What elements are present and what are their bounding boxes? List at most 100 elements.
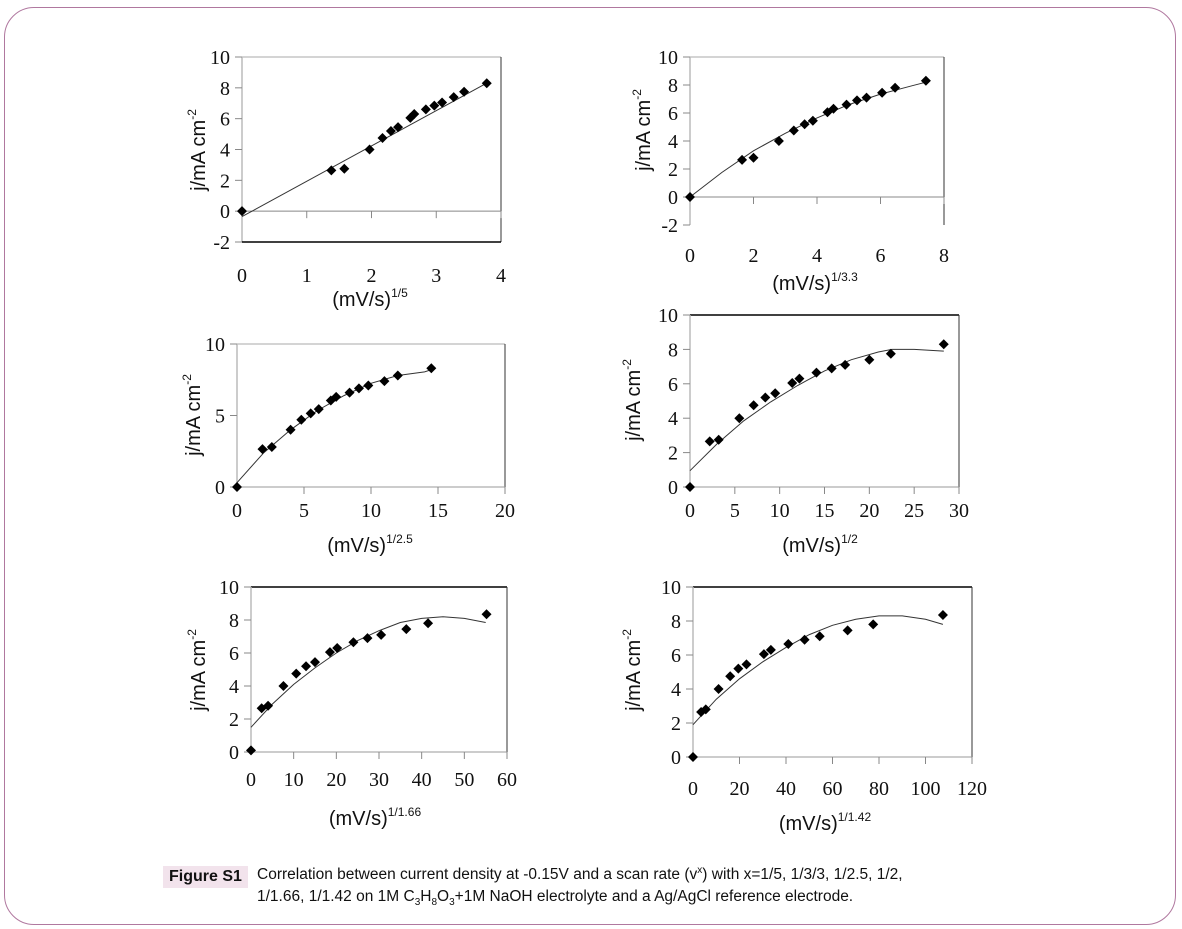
- y-tick-label: 4: [668, 408, 678, 430]
- x-tick-label: 60: [497, 769, 517, 791]
- y-axis-title: j/mA cm-2: [620, 359, 645, 442]
- y-axis-title-base: j/mA cm: [188, 120, 210, 192]
- data-point: [713, 434, 724, 445]
- y-axis-title-exponent: -2: [185, 629, 199, 640]
- data-point: [385, 126, 396, 136]
- data-point: [814, 631, 825, 642]
- data-point: [685, 192, 695, 202]
- y-tick-label: 10: [219, 577, 239, 599]
- y-tick-label: 8: [668, 339, 678, 361]
- data-point: [877, 87, 888, 98]
- data-point: [232, 482, 242, 492]
- data-point: [920, 75, 931, 86]
- data-point: [787, 377, 798, 388]
- data-point: [890, 82, 901, 93]
- data-point: [773, 136, 784, 146]
- x-tick-label: 20: [495, 500, 515, 522]
- x-axis-title-base: (mV/s): [772, 273, 831, 295]
- y-axis-title: j/mA cm-2: [630, 89, 655, 172]
- data-point: [278, 681, 289, 691]
- data-point: [685, 482, 695, 492]
- y-tick-label: -2: [661, 215, 678, 237]
- data-point: [885, 348, 896, 359]
- data-point: [266, 441, 277, 452]
- data-point: [324, 647, 335, 658]
- data-point: [326, 165, 337, 176]
- chart-5: 0 2 4 6 8 10 0 10 20 30 40 50 60 (mV/s)1/1.66 j/mA cm-…: [185, 577, 517, 830]
- fit-line: [236, 369, 432, 484]
- x-axis-title-exponent: 1/2: [841, 532, 858, 546]
- data-point: [377, 132, 388, 143]
- data-point: [296, 414, 307, 425]
- y-tick-label: 5: [215, 406, 225, 428]
- x-tick-label: 10: [284, 769, 304, 791]
- data-point: [363, 380, 374, 391]
- data-point: [257, 444, 268, 455]
- x-tick-label: 20: [859, 500, 879, 522]
- data-point: [937, 610, 948, 621]
- data-point: [313, 404, 324, 415]
- y-axis-title-exponent: -2: [620, 629, 634, 640]
- data-point: [448, 92, 459, 103]
- data-point: [429, 100, 440, 111]
- y-axis-title: j/mA cm-2: [620, 629, 645, 712]
- figure-caption: Correlation between current density at -…: [257, 860, 1057, 914]
- data-point: [332, 643, 343, 654]
- y-tick-label: 8: [229, 610, 239, 632]
- data-point: [263, 700, 274, 711]
- data-point: [713, 684, 724, 694]
- x-tick-label: 15: [428, 500, 448, 522]
- data-point: [864, 354, 875, 365]
- y-axis-title-base: j/mA cm: [188, 640, 210, 712]
- x-axis-title-exponent: 1/1.42: [838, 810, 872, 824]
- y-tick-label: 0: [671, 747, 681, 769]
- y-tick-label: 10: [661, 577, 681, 599]
- x-axis-title-exponent: 1/3.3: [831, 270, 858, 284]
- x-axis-title-base: (mV/s): [332, 289, 391, 311]
- data-point: [353, 383, 364, 394]
- data-point: [285, 424, 296, 435]
- data-point: [737, 154, 748, 165]
- x-tick-label: 0: [237, 265, 247, 287]
- data-point: [733, 663, 744, 674]
- y-tick-label: 10: [210, 47, 230, 69]
- chart-4: 0 2 4 6 8 10 0 5 10 15 20 25 30 (mV/s)1/2 j/mA cm-2: [620, 305, 969, 557]
- y-tick-label: 0: [215, 477, 225, 499]
- x-tick-label: 1: [302, 265, 312, 287]
- x-tick-label: 0: [232, 500, 242, 522]
- x-tick-label: 10: [361, 500, 381, 522]
- y-tick-label: 8: [220, 78, 230, 100]
- x-axis-title-base: (mV/s): [329, 808, 388, 830]
- y-tick-label: 8: [668, 75, 678, 97]
- figure-label: Figure S1: [163, 866, 248, 888]
- data-point: [770, 388, 781, 399]
- x-tick-label: 30: [949, 500, 969, 522]
- x-axis-title: (mV/s)1/2: [782, 532, 858, 557]
- data-point: [760, 392, 771, 403]
- y-axis-title-exponent: -2: [620, 359, 634, 370]
- x-tick-label: 5: [730, 500, 740, 522]
- data-point: [237, 206, 247, 217]
- data-point: [811, 367, 822, 378]
- y-axis-title-base: j/mA cm: [623, 640, 645, 712]
- data-point: [852, 95, 863, 106]
- data-point: [748, 400, 759, 411]
- data-point: [826, 363, 837, 374]
- x-tick-label: 6: [876, 245, 886, 267]
- y-axis-title-exponent: -2: [185, 109, 199, 120]
- y-tick-label: 6: [671, 645, 681, 667]
- data-point: [420, 104, 431, 115]
- data-point: [310, 657, 320, 668]
- x-axis-title: (mV/s)1/1.42: [779, 810, 872, 835]
- y-tick-label: 0: [229, 742, 239, 764]
- x-axis-title-exponent: 1/5: [391, 286, 408, 300]
- x-axis-title: (mV/s)1/3.3: [772, 270, 858, 295]
- data-point: [401, 624, 412, 635]
- data-point: [393, 122, 404, 133]
- data-point: [344, 387, 355, 398]
- data-point: [459, 86, 470, 97]
- x-tick-label: 20: [730, 778, 750, 800]
- data-point: [704, 436, 715, 447]
